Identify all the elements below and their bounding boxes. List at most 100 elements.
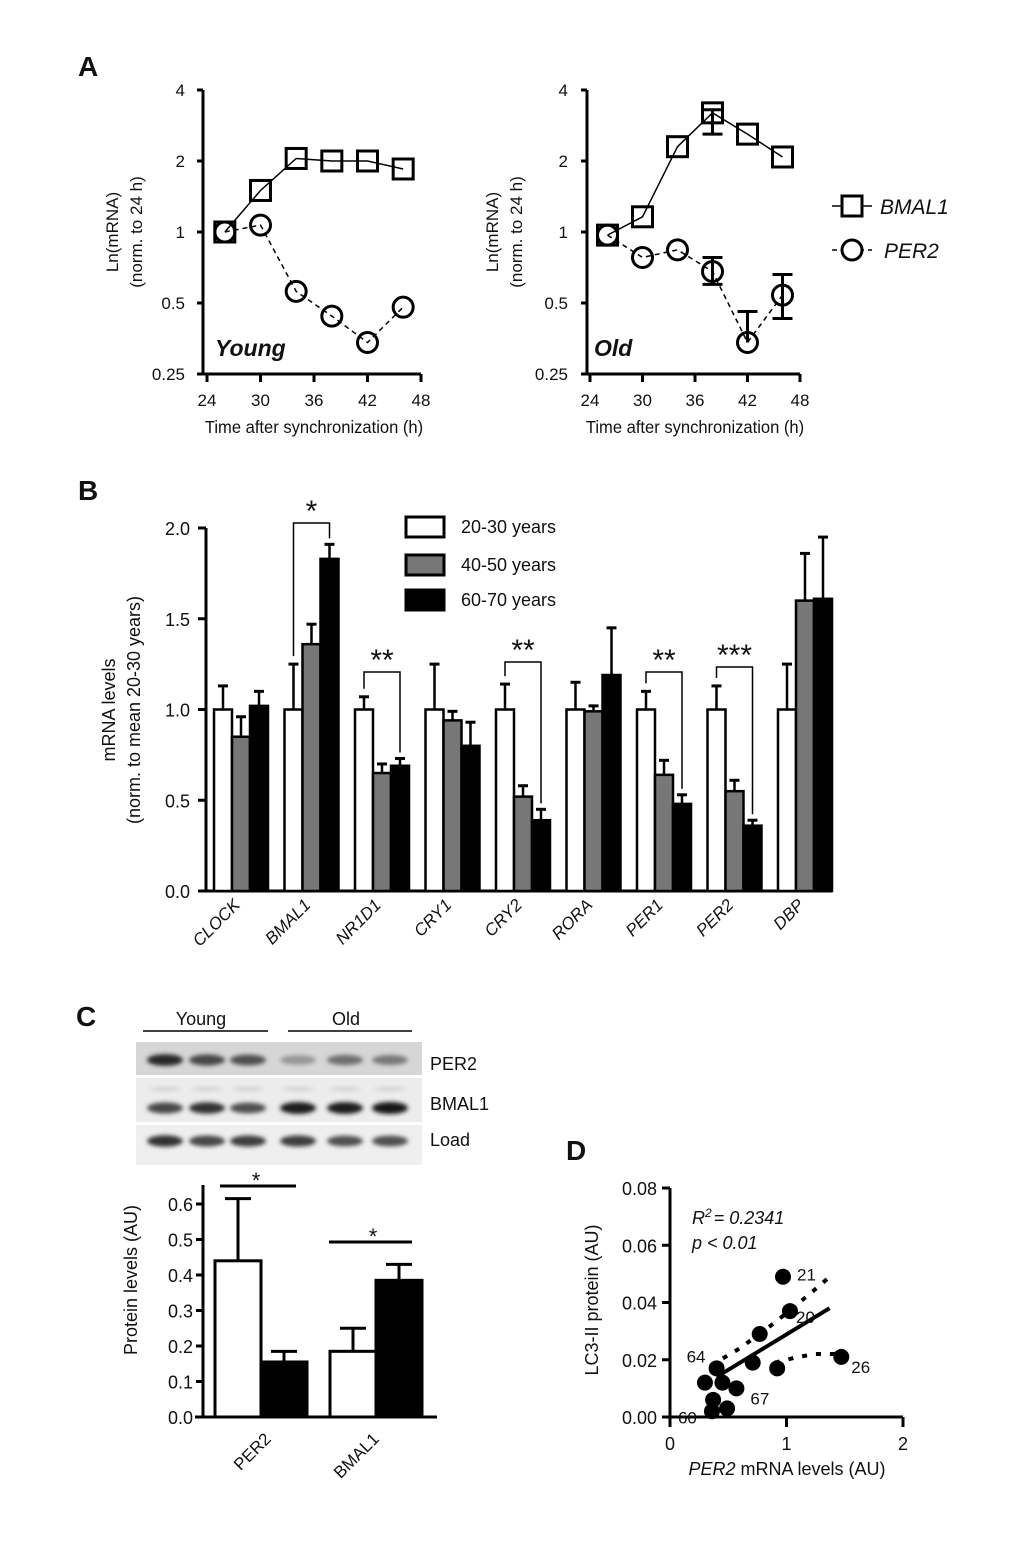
significance-star: *: [369, 1224, 378, 1249]
bar-clock-0: [212, 708, 234, 893]
y-tick-label: 0.5: [544, 294, 568, 313]
point-label: 60: [678, 1408, 697, 1427]
bar-nr1d1-0: [353, 708, 375, 893]
data-point: [728, 1380, 745, 1397]
legend-label: 20-30 years: [461, 517, 556, 537]
significance-stars: ***: [717, 639, 752, 672]
panel-label-c: C: [76, 1001, 96, 1032]
blot-faint-band: [374, 1087, 406, 1091]
point-label: 21: [797, 1266, 816, 1285]
data-point: [775, 1268, 792, 1285]
data-point-circle: [284, 279, 308, 303]
y-tick-label: 0.5: [168, 1231, 193, 1251]
legend-label-per2: PER2: [884, 240, 939, 263]
bar-bmal1-0: [283, 708, 304, 893]
bar-per1-0: [635, 708, 657, 893]
bar-rora-2: [601, 673, 622, 893]
blot-band: [327, 1135, 363, 1147]
x-tick-label: 30: [633, 391, 652, 410]
x-tick-label: BMAL1: [261, 895, 314, 948]
p-value-annotation: p < 0.01: [691, 1233, 758, 1253]
y-tick-label: 1: [559, 223, 568, 242]
x-tick-label: 42: [738, 391, 757, 410]
x-tick-label: 42: [358, 391, 377, 410]
data-point-square: [736, 122, 759, 146]
point-label: 20: [796, 1308, 815, 1327]
x-tick-label: 24: [198, 391, 217, 410]
bar-dbp-0: [776, 708, 798, 893]
legend: BMAL1 PER2: [832, 194, 949, 263]
legend-label: 40-50 years: [461, 555, 556, 575]
bar-dbp-2: [812, 597, 834, 893]
x-tick-label: 48: [791, 391, 810, 410]
significance-stars: **: [652, 644, 676, 677]
r-squared-value: = 0.2341: [714, 1208, 785, 1228]
y-tick-label: 0.2: [168, 1337, 193, 1357]
legend-swatch: [404, 553, 446, 577]
x-tick-label: CRY2: [481, 895, 526, 940]
data-point-circle: [213, 220, 237, 244]
blot-band: [327, 1054, 363, 1066]
chart-B: 0.0 0.5 1.0 1.5 2.0 mRNA levels (norm. to mean…: [99, 495, 834, 950]
legend-label-bmal1: BMAL1: [880, 196, 949, 219]
y-tick-label: 0.25: [152, 365, 185, 384]
blot-band: [280, 1102, 316, 1114]
significance-bracket: [645, 671, 683, 789]
data-point-circle: [320, 304, 344, 328]
x-axis-title: Time after synchronization (h): [205, 416, 423, 437]
y-axis-title: (norm. to 24 h): [127, 176, 146, 288]
bar-dbp-1: [794, 599, 816, 893]
bar-per2-old: [259, 1360, 309, 1419]
x-tick-label: PER2: [230, 1429, 275, 1474]
significance-bracket: [292, 522, 331, 657]
legend-label: 60-70 years: [461, 590, 556, 610]
y-tick-label: 0.00: [622, 1408, 657, 1428]
bar-bmal1-2: [319, 557, 340, 893]
x-axis-title-gene: PER2: [688, 1459, 735, 1479]
blot-strip-per2: [136, 1042, 422, 1075]
panel-title: Young: [215, 335, 286, 361]
blot-band: [230, 1054, 266, 1066]
y-tick-label: 0.4: [168, 1266, 193, 1286]
blot-faint-band: [282, 1087, 314, 1091]
panel-label-b: B: [78, 475, 98, 506]
blot-band: [147, 1102, 183, 1114]
legend-circle-icon: [840, 238, 864, 262]
data-point: [744, 1354, 761, 1371]
r-superscript: 2: [704, 1206, 712, 1220]
regression-line: [715, 1306, 831, 1379]
y-tick-label: 1.5: [165, 610, 190, 630]
data-point-square: [391, 157, 415, 181]
data-point-square: [320, 149, 344, 173]
data-point-circle: [249, 213, 272, 237]
data-point: [703, 1403, 720, 1420]
x-tick-label: PER1: [622, 895, 667, 940]
x-tick-label: CRY1: [410, 895, 455, 940]
bar-bmal1-old: [374, 1278, 424, 1419]
group-label-old: Old: [332, 1009, 360, 1029]
chart-C: Young Old PER2 BMAL1 Load 0.0 0.1 0.2 0.3 0.4 0.5 0…: [121, 1009, 489, 1482]
series-line-bmal1: [224, 157, 404, 233]
data-point-square: [284, 146, 308, 170]
bar-clock-1: [230, 735, 252, 893]
blot-band: [372, 1135, 408, 1147]
r-squared-annotation: R2 = 0.2341: [692, 1206, 784, 1228]
bar-cry2-1: [512, 795, 534, 893]
data-point-square: [631, 205, 654, 229]
blot-band: [230, 1135, 266, 1147]
y-axis-title: Ln(mRNA): [483, 192, 502, 272]
y-tick-label: 0.02: [622, 1351, 657, 1371]
bar-per2-0: [706, 708, 727, 893]
y-axis-title: (norm. to mean 20-30 years): [124, 596, 144, 824]
x-tick-label: CLOCK: [189, 895, 244, 950]
bar-per2-1: [724, 789, 745, 893]
bar-nr1d1-1: [371, 771, 393, 893]
y-axis-title: (norm. to 24 h): [507, 176, 526, 288]
x-tick-label: 2: [898, 1434, 908, 1454]
blot-faint-band: [191, 1087, 223, 1091]
x-tick-label: NR1D1: [332, 895, 385, 948]
chart-D: 0.00 0.02 0.04 0.06 0.08 0 1 2 PER2 mRNA levels …: [582, 1179, 908, 1479]
panel-label-a: A: [78, 51, 98, 82]
legend-square-icon: [840, 194, 864, 218]
